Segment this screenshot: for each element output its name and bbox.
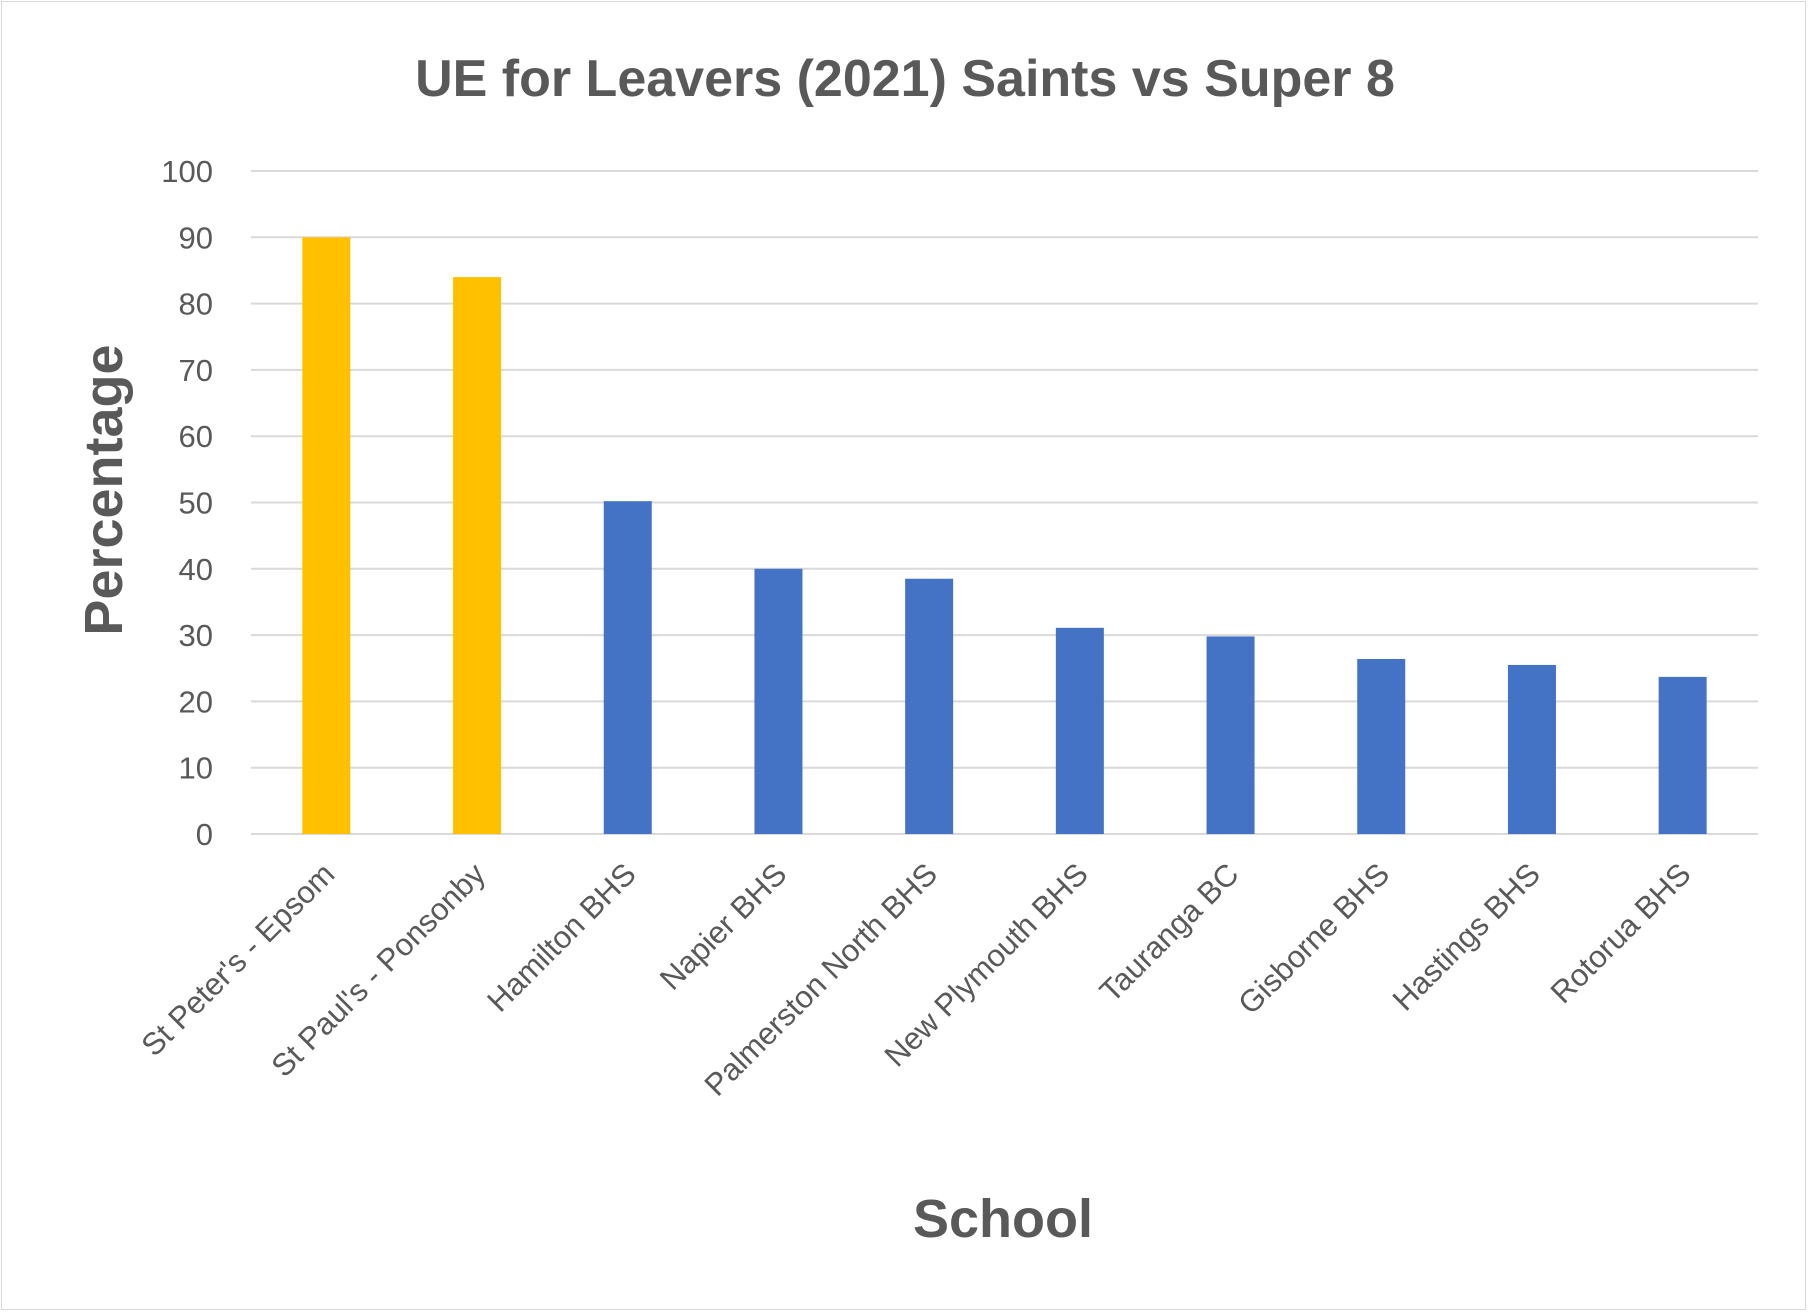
y-tick-label: 100 (161, 154, 213, 189)
bar (453, 277, 502, 835)
bar (1658, 676, 1707, 834)
y-tick-label: 50 (179, 486, 213, 521)
y-axis-title: Percentage (74, 344, 134, 635)
x-tick-label: Hastings BHS (1386, 856, 1547, 1017)
y-tick-label: 40 (179, 552, 213, 587)
y-axis-tick-labels: 0 10 20 30 40 50 60 70 80 90 100 (161, 154, 213, 852)
x-tick-label: Napier BHS (653, 856, 793, 996)
y-tick-label: 80 (179, 287, 213, 322)
bar (1357, 658, 1406, 834)
chart-title: UE for Leavers (2021) Saints vs Super 8 (415, 50, 1395, 108)
y-tick-label: 60 (179, 419, 213, 454)
x-tick-label: Gisborne BHS (1231, 856, 1396, 1021)
x-tick-label: Tauranga BC (1093, 856, 1246, 1009)
gridlines (251, 170, 1758, 835)
x-tick-label: Hamilton BHS (480, 856, 642, 1018)
bar (603, 501, 652, 834)
bar (1055, 627, 1104, 834)
bar (1507, 664, 1556, 834)
x-tick-label: Rotorua BHS (1544, 856, 1698, 1010)
x-axis-title: School (913, 1189, 1093, 1249)
y-tick-label: 0 (196, 817, 213, 852)
y-tick-label: 30 (179, 618, 213, 653)
y-tick-label: 90 (179, 220, 213, 255)
bar (754, 568, 803, 834)
bar (905, 578, 954, 834)
y-tick-label: 70 (179, 353, 213, 388)
y-tick-label: 10 (179, 751, 213, 786)
bar (1206, 636, 1255, 834)
bars (302, 237, 1707, 835)
y-tick-label: 20 (179, 684, 213, 719)
bar (302, 237, 351, 835)
